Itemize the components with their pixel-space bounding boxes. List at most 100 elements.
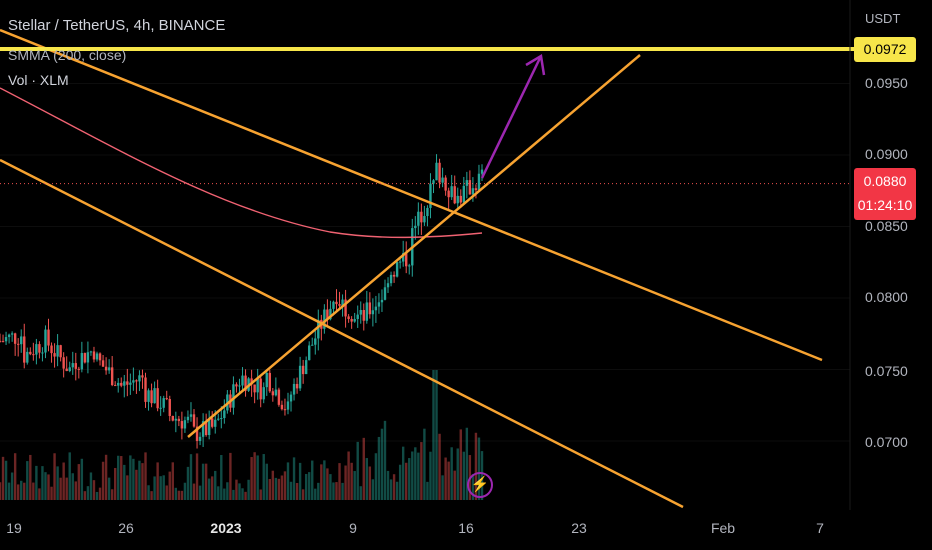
- volume-bar: [253, 452, 256, 500]
- volume-bar: [332, 482, 335, 500]
- volume-bar: [201, 463, 205, 500]
- date-label-year: 2023: [210, 520, 242, 536]
- volume-bar: [444, 457, 447, 500]
- candle-body: [277, 389, 281, 405]
- volume-bar: [180, 490, 184, 500]
- candle-body: [104, 366, 108, 371]
- candle-body: [147, 390, 150, 402]
- candle-body: [459, 195, 462, 203]
- volume-bar: [220, 455, 223, 500]
- candle-body: [444, 177, 447, 191]
- volume-bar: [135, 469, 138, 500]
- candle-body: [401, 253, 405, 262]
- date-label: 7: [816, 520, 824, 536]
- candle-body: [289, 394, 293, 402]
- volume-bar: [341, 482, 344, 500]
- volume-bar: [335, 482, 338, 500]
- legend-smma[interactable]: SMMA (200, close): [8, 47, 127, 63]
- candle-body: [123, 381, 126, 386]
- volume-bar: [171, 462, 174, 500]
- candle-body: [211, 418, 214, 427]
- candle-body: [395, 262, 399, 277]
- lightning-icon[interactable]: ⚡: [467, 472, 493, 498]
- candle-body: [159, 407, 162, 409]
- candle-body: [44, 329, 47, 353]
- volume-bar: [462, 451, 466, 500]
- volume-bar: [189, 454, 193, 500]
- volume-bar: [16, 484, 20, 500]
- candle-body: [256, 378, 259, 393]
- candle-body: [368, 302, 372, 315]
- candle-body: [138, 375, 141, 382]
- volume-bar: [371, 479, 375, 500]
- volume-bar: [126, 475, 129, 500]
- volume-bar: [432, 370, 435, 500]
- candle-body: [10, 333, 14, 335]
- candle-body: [311, 344, 314, 346]
- volume-bar: [414, 447, 417, 500]
- exchange: BINANCE: [158, 17, 226, 34]
- candle-body: [359, 310, 362, 315]
- legend-volume[interactable]: Vol · XLM: [8, 72, 69, 88]
- volume-bar: [289, 481, 293, 500]
- candle-body: [268, 372, 271, 392]
- candle-body: [338, 304, 341, 306]
- candle-body: [423, 216, 426, 223]
- candle-body: [371, 310, 375, 315]
- trendline: [187, 54, 641, 438]
- candle-body: [356, 314, 359, 320]
- volume-bar: [20, 480, 23, 500]
- volume-bar: [365, 458, 369, 500]
- volume-bar: [423, 428, 426, 500]
- volume-bar: [123, 464, 126, 500]
- candle-body: [295, 383, 299, 389]
- smma-line: [0, 87, 483, 239]
- candle-body: [56, 345, 59, 357]
- trendline: [0, 158, 684, 509]
- candle-body: [192, 414, 196, 427]
- candle-body: [298, 365, 302, 389]
- volume-bar: [265, 463, 268, 500]
- volume-bar: [165, 485, 168, 500]
- candle-body: [408, 265, 411, 267]
- volume-bar: [4, 460, 8, 500]
- candle-body: [429, 183, 432, 208]
- volume-bar: [7, 482, 11, 500]
- candle-body: [86, 352, 90, 363]
- volume-bar: [47, 474, 50, 500]
- currency-label[interactable]: USDT: [865, 11, 901, 26]
- candle-body: [59, 345, 62, 358]
- volume-bar: [89, 472, 93, 500]
- volume-bar: [426, 481, 429, 500]
- volume-bar: [159, 476, 162, 500]
- volume-bar: [156, 462, 159, 500]
- volume-bar: [38, 488, 41, 500]
- candle-body: [477, 173, 481, 191]
- volume-bar: [138, 460, 141, 500]
- volume-bar: [383, 420, 387, 500]
- volume-bar: [374, 453, 378, 500]
- candle-body: [308, 345, 311, 361]
- volume-bar: [186, 466, 190, 500]
- candle-body: [150, 390, 153, 404]
- volume-bar: [13, 453, 17, 500]
- candle-body: [198, 436, 202, 441]
- arrow-shaft: [480, 57, 542, 179]
- candle-body: [53, 353, 56, 357]
- candle-body: [441, 177, 444, 183]
- volume-bar: [398, 464, 402, 500]
- candle-body: [323, 309, 326, 329]
- volume-bar: [362, 437, 365, 500]
- volume-bar: [311, 460, 314, 500]
- volume-bar: [204, 463, 208, 500]
- symbol-name: Stellar / TetherUS: [8, 17, 126, 34]
- candle-body: [456, 195, 459, 204]
- candle-body: [217, 418, 220, 420]
- volume-bar: [162, 475, 165, 500]
- candle-body: [38, 344, 41, 353]
- volume-bar: [174, 487, 178, 500]
- legend-symbol[interactable]: Stellar / TetherUS, 4h, BINANCE: [8, 17, 225, 34]
- candle-body: [453, 186, 456, 204]
- candle-body: [204, 421, 208, 436]
